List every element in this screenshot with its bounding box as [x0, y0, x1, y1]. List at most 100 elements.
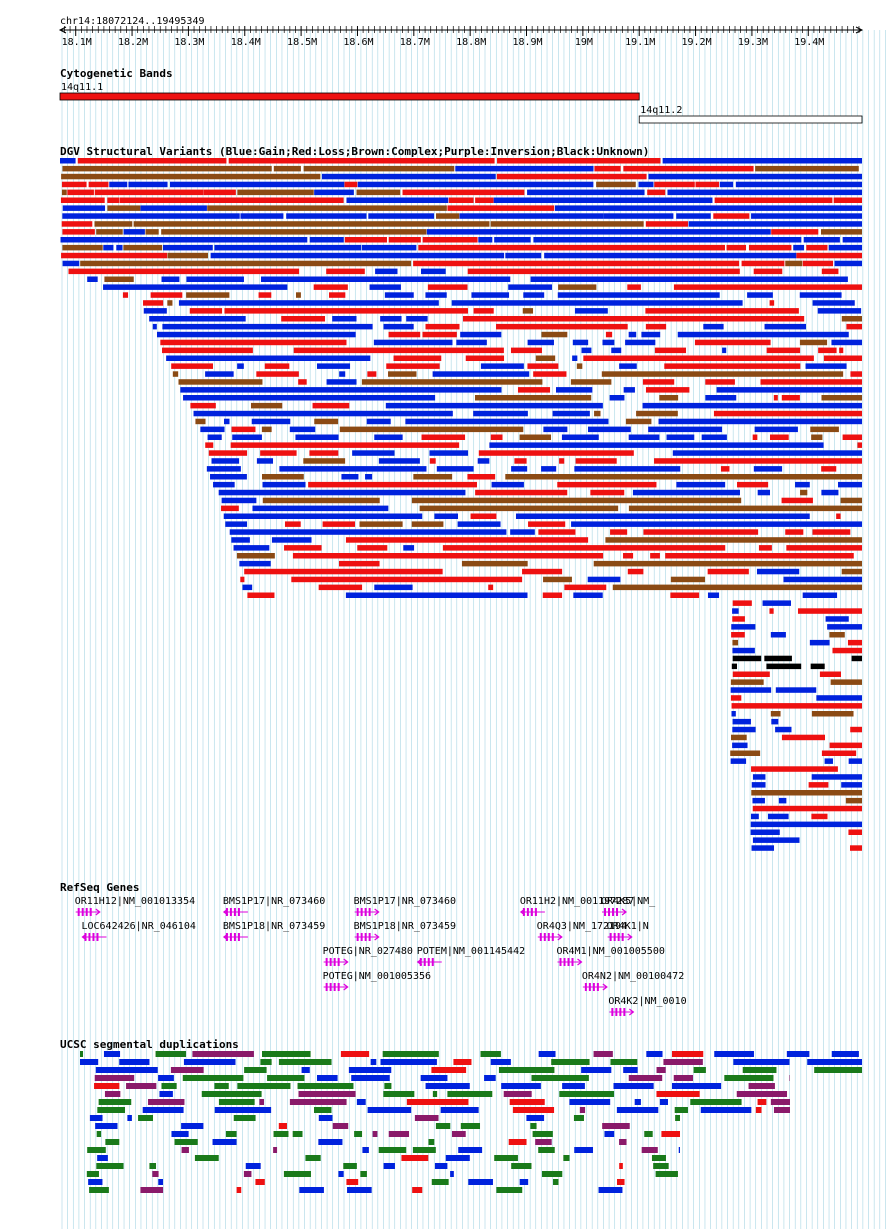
variant-bar	[834, 260, 862, 267]
variant-bar	[230, 442, 460, 448]
tick-label: 19.2M	[682, 37, 712, 48]
variant-bar	[605, 537, 862, 543]
variant-bar	[345, 592, 528, 598]
variant-bar	[384, 292, 414, 298]
strand-arrow-icon	[628, 1008, 635, 1016]
variant-bar	[203, 189, 236, 196]
variant-bar	[658, 418, 862, 425]
variant-bar	[628, 505, 862, 512]
variant-bar	[543, 576, 572, 583]
variant-bar	[286, 213, 367, 219]
exon	[619, 1008, 622, 1016]
variant-bar	[838, 481, 862, 488]
variant-bar	[357, 181, 594, 188]
segdup-bar	[225, 1131, 237, 1137]
exon	[547, 933, 550, 941]
variant-bar	[605, 331, 613, 338]
variant-bar	[284, 545, 322, 551]
segdup-bar	[748, 1083, 775, 1089]
gene-label: OR4Q3|NM_172194	[537, 921, 627, 932]
segdup-bar	[634, 1099, 641, 1105]
variant-bar	[229, 529, 507, 535]
variant-bar	[291, 576, 523, 583]
segdup-bar	[367, 1107, 412, 1113]
variant-bar	[572, 355, 578, 361]
cytoband-track-title: Cytogenetic Bands	[60, 67, 173, 80]
variant-bar	[716, 387, 862, 393]
right-arrow-icon	[855, 26, 864, 34]
refseq-gene-features: OR11H12|NM_001013354 LOC642426|NR_046104 B…	[75, 896, 687, 1016]
variant-bar	[313, 284, 348, 290]
variant-bar	[760, 379, 862, 385]
variant-bar	[773, 395, 778, 401]
segdup-bar	[149, 1163, 157, 1169]
segdup-bar	[420, 1075, 448, 1081]
variant-bar	[61, 221, 93, 227]
variant-bar	[166, 355, 371, 361]
gene-label: LOC642426|NR_046104	[81, 921, 195, 932]
variant-bar	[60, 197, 105, 203]
variant-bar	[732, 600, 752, 606]
segdup-bar	[447, 1091, 493, 1097]
segdup-bar	[559, 1091, 615, 1097]
cytoband-ideogram: 14q11.1 14q11.2	[59, 82, 863, 124]
variant-bar	[775, 726, 792, 733]
segdup-bar	[104, 1091, 121, 1097]
variant-bar	[543, 426, 568, 433]
variant-bar	[594, 410, 601, 417]
variant-bar	[705, 379, 735, 385]
variant-bar	[190, 402, 216, 409]
variant-bar	[751, 782, 766, 788]
variant-bar	[244, 568, 443, 575]
variant-bar	[292, 553, 604, 559]
variant-bar	[731, 632, 745, 638]
variant-bar	[239, 560, 271, 567]
exon	[431, 958, 434, 966]
segdup-bar	[95, 1067, 158, 1073]
variant-bar	[842, 434, 862, 440]
segdup-bar	[299, 1187, 324, 1193]
variant-bar	[695, 181, 720, 188]
segdup-bar	[503, 1091, 532, 1097]
exon	[233, 933, 236, 941]
exon	[613, 933, 616, 941]
variant-bar	[339, 426, 524, 433]
segdup-bar	[562, 1083, 585, 1089]
segdup-bar	[661, 1131, 680, 1137]
segdup-bar	[103, 1051, 121, 1057]
variant-bar	[642, 402, 862, 409]
segdup-bar	[623, 1067, 638, 1073]
exon	[419, 958, 422, 966]
variant-bar	[488, 584, 494, 591]
segdup-bar	[512, 1107, 555, 1113]
region-label: chr14:18072124..19495349	[60, 16, 205, 27]
variant-bar	[207, 434, 222, 440]
variant-bar	[527, 339, 554, 346]
variant-bar	[836, 513, 841, 519]
variant-bar	[659, 395, 679, 401]
segdup-bar	[255, 1179, 265, 1185]
variant-bar	[303, 165, 455, 172]
variant-bar	[816, 695, 862, 701]
gene-label: OR4N2|NM_00100472	[582, 971, 684, 982]
variant-bar	[271, 537, 312, 543]
segdup-bar	[675, 1115, 680, 1121]
variant-bar	[677, 331, 849, 338]
variant-bar	[732, 616, 745, 622]
variant-bar	[378, 458, 420, 464]
variant-bar	[811, 434, 823, 440]
variant-bar	[829, 742, 862, 749]
segdup-bar	[532, 1131, 553, 1137]
segdup-bar	[201, 1091, 262, 1097]
variant-bar	[367, 371, 377, 377]
segdup-bar	[573, 1115, 584, 1121]
variant-bar	[473, 410, 528, 417]
variant-bar	[572, 339, 589, 346]
variant-bar	[388, 237, 421, 243]
exon	[364, 933, 367, 941]
variant-bar	[785, 529, 804, 535]
segdup-bar	[663, 1059, 703, 1065]
variant-bar	[383, 323, 414, 330]
variant-bar	[601, 371, 844, 377]
